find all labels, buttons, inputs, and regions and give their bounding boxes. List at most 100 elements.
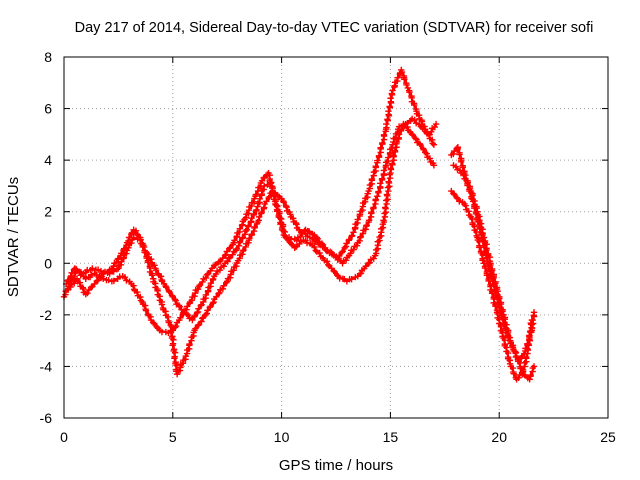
data-point	[113, 266, 121, 273]
x-tick-label: 5	[169, 429, 177, 445]
data-point	[510, 370, 517, 377]
data-point	[387, 95, 394, 102]
data-point	[394, 126, 402, 133]
data-point	[419, 145, 427, 152]
data-point	[384, 116, 391, 123]
data-point	[460, 171, 467, 178]
data-point	[94, 266, 102, 273]
data-point	[334, 271, 341, 279]
data-point	[115, 255, 122, 262]
data-point	[293, 224, 301, 232]
data-point	[323, 258, 331, 265]
data-point	[211, 295, 218, 303]
data-point	[348, 232, 356, 239]
data-point	[217, 263, 225, 271]
data-point	[110, 263, 117, 270]
data-point	[265, 194, 272, 202]
data-point	[454, 145, 462, 153]
data-point	[368, 208, 375, 216]
data-point	[151, 262, 158, 269]
data-point	[368, 175, 376, 183]
data-point	[421, 123, 428, 130]
data-point	[319, 243, 326, 250]
data-point	[207, 280, 215, 287]
data-point	[223, 279, 230, 286]
data-point	[117, 250, 125, 257]
data-point	[288, 241, 296, 248]
data-point	[468, 195, 475, 202]
data-point	[464, 182, 471, 189]
data-point	[291, 235, 299, 243]
data-point	[527, 371, 534, 379]
data-point	[519, 371, 526, 378]
data-point	[509, 344, 517, 351]
data-point	[356, 212, 363, 220]
data-point	[220, 263, 228, 270]
data-point	[258, 208, 265, 216]
data-point	[248, 214, 255, 222]
data-point	[168, 292, 176, 299]
data-point	[123, 242, 130, 249]
data-point	[519, 366, 527, 374]
data-point	[413, 136, 420, 143]
data-point	[186, 315, 193, 322]
data-point	[408, 130, 416, 138]
data-point	[416, 140, 423, 148]
data-point	[251, 195, 258, 202]
data-point	[213, 267, 221, 275]
data-point	[450, 150, 457, 158]
data-point	[488, 274, 496, 282]
data-point	[175, 302, 183, 309]
data-point	[305, 228, 313, 235]
data-point	[507, 339, 515, 346]
data-point	[207, 267, 214, 274]
data-point	[505, 333, 512, 341]
data-point	[71, 280, 78, 287]
data-point	[148, 272, 156, 279]
data-point	[186, 340, 193, 348]
data-point	[353, 242, 361, 249]
data-point	[139, 243, 146, 251]
data-point	[451, 191, 458, 198]
data-point	[431, 123, 439, 131]
data-point	[245, 222, 252, 229]
x-tick-label: 20	[491, 429, 507, 445]
data-point	[307, 240, 314, 247]
data-point	[180, 309, 187, 316]
data-point	[476, 244, 483, 251]
data-point	[382, 204, 389, 211]
y-tick-label: -6	[40, 410, 53, 426]
data-point	[525, 340, 532, 348]
data-point	[266, 193, 273, 200]
data-point	[169, 342, 176, 349]
data-point	[245, 239, 252, 247]
data-point	[317, 253, 324, 260]
data-point	[348, 276, 355, 283]
data-point	[457, 158, 465, 166]
data-point	[485, 277, 492, 285]
data-point	[347, 250, 354, 257]
data-point	[450, 190, 457, 197]
data-point	[335, 252, 343, 260]
data-point	[358, 267, 366, 274]
x-axis-label: GPS time / hours	[279, 457, 393, 474]
data-point	[382, 128, 389, 135]
data-point	[144, 259, 152, 266]
data-point	[385, 107, 392, 115]
data-point	[149, 319, 157, 326]
data-point	[398, 68, 406, 76]
data-point	[481, 264, 489, 272]
data-point	[381, 210, 388, 217]
data-point	[142, 307, 150, 314]
data-point	[363, 222, 370, 229]
data-point	[281, 232, 289, 240]
data-point	[203, 271, 211, 278]
data-point	[384, 184, 392, 191]
data-point	[312, 247, 319, 254]
data-point	[472, 210, 480, 218]
data-point	[94, 277, 102, 284]
data-point	[341, 244, 348, 252]
data-point	[222, 251, 230, 258]
data-point	[476, 225, 484, 233]
data-point	[198, 318, 205, 325]
